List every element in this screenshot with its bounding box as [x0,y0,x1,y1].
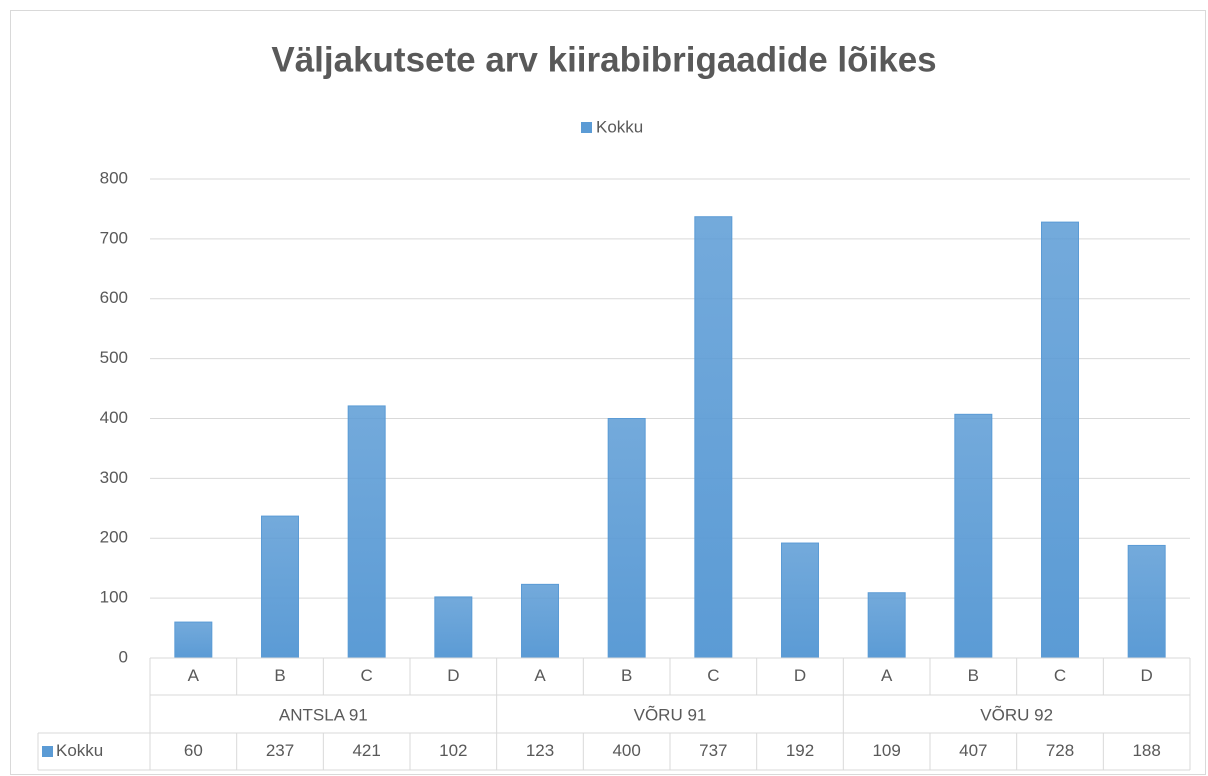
x-tick-label: C [1054,666,1066,685]
bar [954,413,993,659]
bar [521,583,559,659]
group-label: VÕRU 91 [634,705,707,724]
x-tick-label: A [534,666,546,685]
data-table-value: 737 [699,741,727,760]
y-tick-label: 200 [100,528,128,547]
group-label: ANTSLA 91 [279,705,368,724]
y-tick-label: 600 [100,288,128,307]
bar [434,596,473,659]
bar [607,418,646,659]
chart-title: Väljakutsete arv kiirabibrigaadide lõike… [271,40,936,79]
y-tick-label: 800 [100,168,128,187]
data-table-value: 188 [1132,741,1160,760]
table-legend-label: Kokku [56,741,103,760]
bar [261,515,299,659]
table-legend-swatch [42,746,53,757]
legend-swatch [581,122,592,133]
bar [867,592,906,659]
bar [781,542,819,659]
y-tick-label: 700 [100,228,128,247]
data-table-value: 123 [526,741,554,760]
x-tick-label: A [881,666,893,685]
legend-label: Kokku [596,117,643,136]
data-table-value: 421 [352,741,380,760]
data-table-value: 407 [959,741,987,760]
bar [1041,221,1079,659]
x-tick-label: D [1141,666,1153,685]
x-tick-label: B [968,666,979,685]
x-tick-label: A [188,666,200,685]
bar [694,216,733,659]
y-tick-label: 300 [100,468,128,487]
x-tick-label: B [274,666,285,685]
data-table-value: 192 [786,741,814,760]
data-table-value: 237 [266,741,294,760]
y-tick-label: 100 [100,588,128,607]
x-tick-label: B [621,666,632,685]
data-table-value: 109 [872,741,900,760]
data-table-value: 102 [439,741,467,760]
x-tick-label: C [707,666,719,685]
y-tick-label: 0 [119,647,128,666]
bar [347,405,386,659]
x-tick-label: D [794,666,806,685]
data-table-value: 400 [612,741,640,760]
bar [174,621,213,659]
data-table-value: 728 [1046,741,1074,760]
y-tick-label: 400 [100,408,128,427]
data-table-value: 60 [184,741,203,760]
x-tick-label: C [361,666,373,685]
y-tick-label: 500 [100,348,128,367]
x-tick-label: D [447,666,459,685]
bar [1127,544,1166,659]
group-label: VÕRU 92 [980,705,1053,724]
